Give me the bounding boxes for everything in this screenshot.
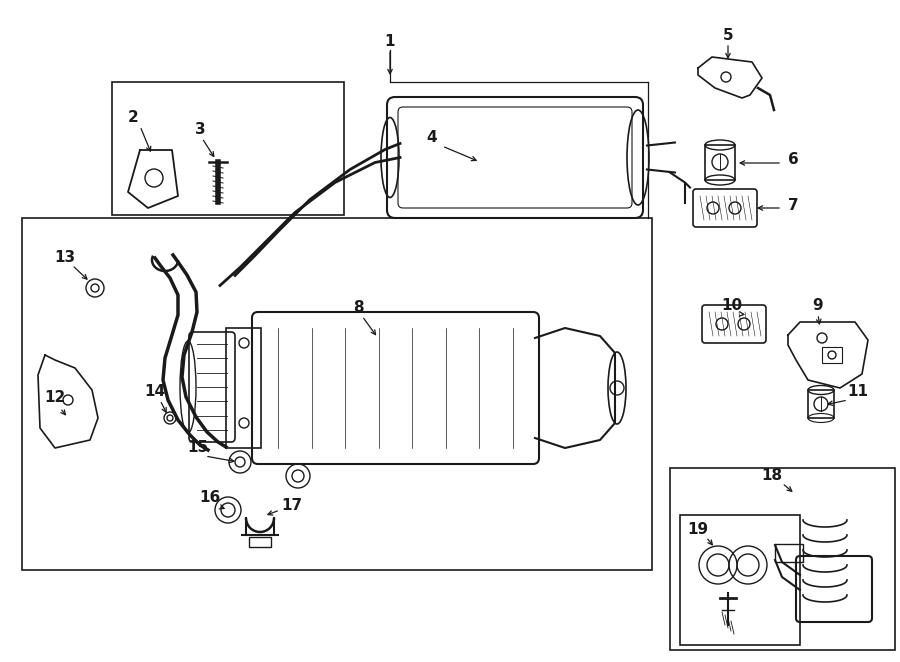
- Text: 18: 18: [761, 467, 783, 483]
- Bar: [249, 537, 271, 547]
- Bar: [22, 218, 652, 570]
- Bar: [226, 328, 261, 448]
- Bar: [705, 145, 735, 180]
- Bar: [680, 515, 800, 645]
- Text: 5: 5: [723, 28, 734, 42]
- Bar: [670, 468, 895, 650]
- Text: 12: 12: [44, 391, 66, 406]
- Text: 1: 1: [385, 34, 395, 50]
- Text: 14: 14: [144, 385, 166, 399]
- Text: 15: 15: [187, 440, 209, 455]
- Text: 4: 4: [427, 130, 437, 146]
- Text: 11: 11: [848, 385, 868, 399]
- Bar: [775, 544, 803, 562]
- Text: 8: 8: [353, 301, 364, 316]
- Text: 19: 19: [688, 522, 708, 538]
- Text: 9: 9: [813, 297, 824, 312]
- Bar: [808, 390, 834, 418]
- Text: 16: 16: [200, 491, 220, 506]
- Bar: [112, 82, 344, 215]
- Text: 10: 10: [722, 297, 742, 312]
- Text: 6: 6: [788, 152, 798, 167]
- Text: 13: 13: [54, 250, 76, 265]
- Text: 3: 3: [194, 122, 205, 138]
- Bar: [822, 347, 842, 363]
- Text: 17: 17: [282, 498, 302, 512]
- Text: 2: 2: [128, 111, 139, 126]
- Text: 7: 7: [788, 197, 798, 213]
